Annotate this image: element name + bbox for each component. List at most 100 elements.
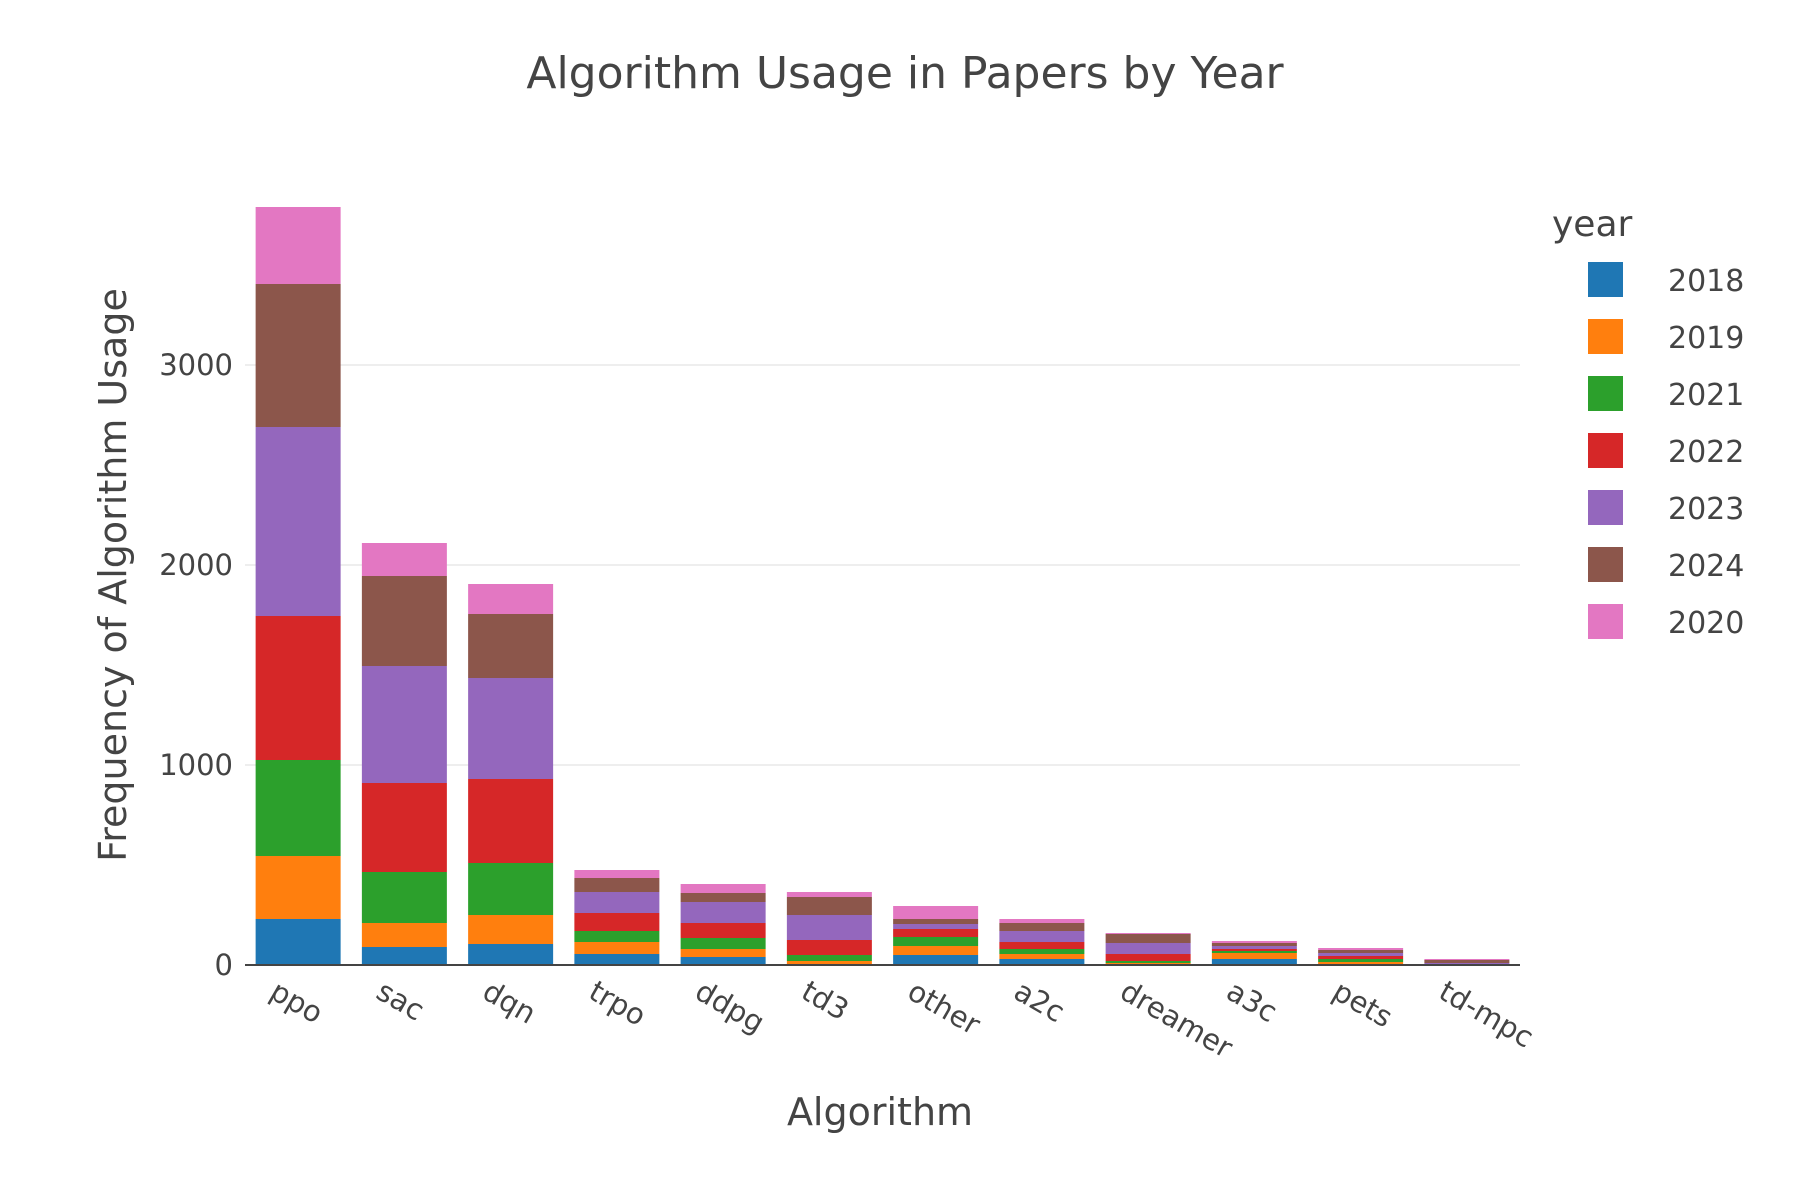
bar-segment-sac-2024 bbox=[361, 576, 447, 666]
bar-segment-td3-2021 bbox=[786, 955, 872, 961]
legend-swatch bbox=[1588, 604, 1623, 639]
y-tick-label: 3000 bbox=[159, 348, 233, 382]
legend-item-2021[interactable]: 2021 bbox=[1588, 376, 1744, 413]
legend-label: 2023 bbox=[1668, 492, 1744, 527]
bar-segment-trpo-2024 bbox=[574, 878, 660, 892]
legend-title: year bbox=[1552, 204, 1633, 245]
bar-segment-ppo-2022 bbox=[255, 616, 341, 760]
bar-segment-dqn-2019 bbox=[468, 915, 554, 944]
bar-segment-ddpg-2022 bbox=[680, 923, 766, 938]
legend-item-2023[interactable]: 2023 bbox=[1588, 490, 1744, 527]
bar-segment-trpo-2018 bbox=[574, 954, 660, 965]
bar-segment-ddpg-2023 bbox=[680, 902, 766, 923]
bar-segment-pets-2021 bbox=[1318, 959, 1404, 962]
legend-label: 2022 bbox=[1668, 435, 1744, 470]
bar-segment-dqn-2018 bbox=[468, 944, 554, 965]
bar-segment-ddpg-2021 bbox=[680, 938, 766, 949]
bar-segment-a3c-2018 bbox=[1211, 959, 1297, 965]
legend-label: 2018 bbox=[1668, 264, 1744, 299]
bar-segment-pets-2019 bbox=[1318, 962, 1404, 964]
y-axis-title: Frequency of Algorithm Usage bbox=[91, 288, 135, 862]
legend-items: 2018 2019 2021 2022 2023 2024 2020 bbox=[1588, 262, 1744, 641]
bar-segment-dreamer-2022 bbox=[1105, 954, 1191, 961]
bar-segment-other-2018 bbox=[893, 955, 979, 965]
bar-segment-dreamer-2020 bbox=[1105, 933, 1191, 934]
legend: year 2018 2019 2021 2022 2023 2024 2020 bbox=[1552, 204, 1744, 641]
bar-segment-ddpg-2018 bbox=[680, 957, 766, 965]
legend-label: 2021 bbox=[1668, 378, 1744, 413]
legend-item-2020[interactable]: 2020 bbox=[1588, 604, 1744, 641]
bar-segment-pets-2023 bbox=[1318, 953, 1404, 956]
bar-segment-sac-2023 bbox=[361, 666, 447, 783]
bar-segment-trpo-2019 bbox=[574, 942, 660, 954]
bar-segment-trpo-2020 bbox=[574, 870, 660, 878]
bar-segment-ppo-2024 bbox=[255, 284, 341, 427]
bar-segment-dqn-2022 bbox=[468, 779, 554, 863]
bar-segment-other-2023 bbox=[893, 924, 979, 929]
bar-segment-pets-2022 bbox=[1318, 956, 1404, 959]
bar-segment-td3-2022 bbox=[786, 940, 872, 955]
x-tick-label-trpo: trpo bbox=[583, 974, 651, 1033]
bar-segment-td-mpc-2024 bbox=[1424, 960, 1510, 963]
bar-segment-a2c-2019 bbox=[999, 954, 1085, 959]
bar-segment-trpo-2022 bbox=[574, 913, 660, 931]
x-tick-label-ppo: ppo bbox=[265, 974, 329, 1031]
bar-segment-dqn-2020 bbox=[468, 584, 554, 614]
x-axis-title: Algorithm bbox=[787, 1090, 973, 1134]
legend-label: 2024 bbox=[1668, 549, 1744, 584]
chart-title: Algorithm Usage in Papers by Year bbox=[526, 48, 1284, 99]
legend-swatch bbox=[1588, 376, 1623, 411]
legend-item-2019[interactable]: 2019 bbox=[1588, 319, 1744, 356]
bar-segment-td3-2019 bbox=[786, 961, 872, 964]
bar-segment-a3c-2024 bbox=[1211, 943, 1297, 946]
bar-segment-a2c-2024 bbox=[999, 923, 1085, 931]
bar-segment-a2c-2020 bbox=[999, 919, 1085, 923]
bar-segment-sac-2019 bbox=[361, 923, 447, 947]
legend-label: 2019 bbox=[1668, 321, 1744, 356]
x-tick-label-pets: pets bbox=[1327, 974, 1398, 1035]
legend-item-2018[interactable]: 2018 bbox=[1588, 262, 1744, 299]
bar-segment-td-mpc-2020 bbox=[1424, 959, 1510, 960]
x-tick-label-dreamer: dreamer bbox=[1115, 974, 1239, 1065]
legend-swatch bbox=[1588, 490, 1623, 525]
x-tick-label-a3c: a3c bbox=[1221, 974, 1283, 1030]
bar-segment-ppo-2019 bbox=[255, 856, 341, 919]
x-tick-label-ddpg: ddpg bbox=[690, 974, 771, 1040]
bar-segment-a3c-2019 bbox=[1211, 953, 1297, 959]
bar-segment-ppo-2020 bbox=[255, 207, 341, 284]
bar-segment-a3c-2021 bbox=[1211, 951, 1297, 953]
bar-segment-a3c-2020 bbox=[1211, 941, 1297, 943]
bar-segment-td3-2024 bbox=[786, 897, 872, 915]
y-tick-label: 1000 bbox=[159, 748, 233, 782]
bar-segment-ppo-2023 bbox=[255, 427, 341, 616]
bar-segment-ppo-2018 bbox=[255, 919, 341, 965]
bar-segment-pets-2020 bbox=[1318, 948, 1404, 950]
bar-segment-other-2022 bbox=[893, 929, 979, 937]
bar-segment-ddpg-2019 bbox=[680, 949, 766, 957]
bar-segment-ppo-2021 bbox=[255, 760, 341, 856]
legend-swatch bbox=[1588, 547, 1623, 582]
x-tick-label-a2c: a2c bbox=[1008, 974, 1070, 1030]
bar-segment-trpo-2021 bbox=[574, 931, 660, 942]
bar-segment-a2c-2021 bbox=[999, 949, 1085, 954]
bar-segment-a2c-2018 bbox=[999, 959, 1085, 965]
legend-item-2022[interactable]: 2022 bbox=[1588, 433, 1744, 470]
bar-segment-dreamer-2024 bbox=[1105, 934, 1191, 943]
bar-segment-other-2021 bbox=[893, 937, 979, 946]
x-tick-label-other: other bbox=[902, 974, 986, 1042]
y-tick-label: 0 bbox=[215, 948, 233, 982]
bar-segment-other-2020 bbox=[893, 906, 979, 919]
legend-swatch bbox=[1588, 433, 1623, 468]
x-tick-label-dqn: dqn bbox=[477, 974, 542, 1031]
bar-segment-ddpg-2024 bbox=[680, 893, 766, 902]
x-tick-label-td-mpc: td-mpc bbox=[1433, 974, 1539, 1055]
bar-segment-trpo-2023 bbox=[574, 892, 660, 913]
legend-item-2024[interactable]: 2024 bbox=[1588, 547, 1744, 584]
y-axis-ticks: 0 1000 2000 3000 bbox=[159, 348, 233, 982]
gridlines bbox=[245, 364, 1520, 766]
bar-segment-td3-2023 bbox=[786, 915, 872, 940]
bar-segment-a3c-2023 bbox=[1211, 946, 1297, 949]
bar-segment-dqn-2023 bbox=[468, 678, 554, 779]
